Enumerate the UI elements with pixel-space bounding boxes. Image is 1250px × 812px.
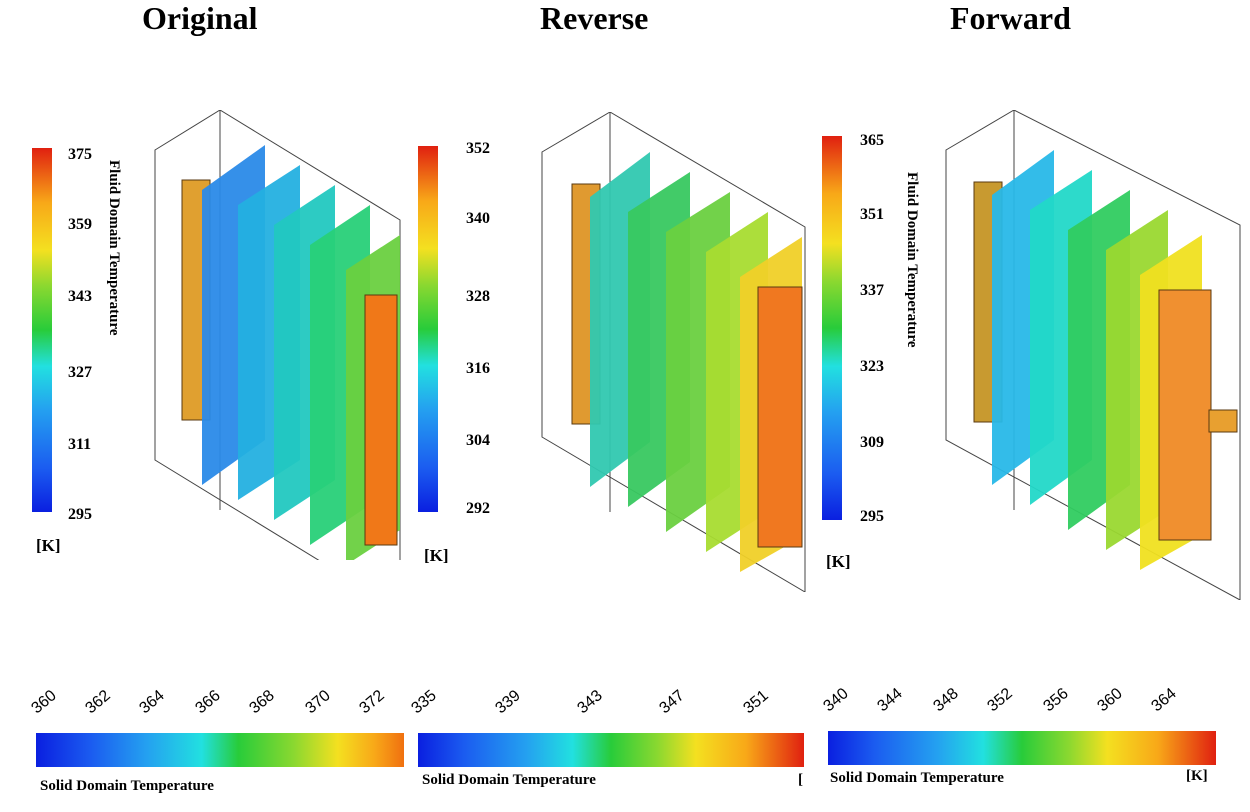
tick-of-1: 340 <box>466 210 490 227</box>
htick-o-0: 360 <box>28 687 60 718</box>
heat-sink-render-forward <box>945 110 1241 600</box>
htick-o-6: 372 <box>356 687 388 718</box>
front-plate-original <box>364 294 398 546</box>
tick-of-3: 316 <box>466 360 490 377</box>
fin-slices-reverse <box>590 152 802 572</box>
tick-of-5: 292 <box>466 500 490 517</box>
unit-rf: [K] <box>826 552 851 571</box>
colorbar-original-solid-h-gradient <box>36 733 404 767</box>
htick-f-0: 340 <box>820 685 852 716</box>
tick-os-4: 311 <box>68 436 92 453</box>
tick-of-0: 352 <box>466 140 490 157</box>
unit-os: [K] <box>36 536 61 555</box>
colorbar-original-solid-gradient <box>32 148 52 512</box>
colorbar-forward-solid-h-gradient <box>828 731 1216 765</box>
htick-o-5: 370 <box>302 687 334 718</box>
label-rf-fluid: Fluid Domain Temperature <box>904 172 920 348</box>
htick-o-1: 362 <box>82 687 114 718</box>
outlet-tab-forward <box>1208 409 1238 433</box>
label-reverse-solid: Solid Domain Temperature <box>422 772 596 788</box>
tick-rf-2: 337 <box>860 282 884 299</box>
tick-of-4: 304 <box>466 432 490 449</box>
htick-f-3: 352 <box>984 685 1016 716</box>
colorbar-original-solid-h <box>36 733 404 767</box>
heat-sink-render-reverse <box>541 112 806 592</box>
htick-o-3: 366 <box>192 687 224 718</box>
tick-rf-0: 365 <box>860 132 884 149</box>
colorbar-reverse-fluid <box>822 136 842 520</box>
htick-o-2: 364 <box>136 687 168 718</box>
tick-os-5: 295 <box>68 506 92 523</box>
colorbar-original-fluid <box>418 146 438 512</box>
heat-sink-render-original <box>154 110 401 560</box>
htick-f-4: 356 <box>1040 685 1072 716</box>
htick-f-2: 348 <box>930 685 962 716</box>
htick-r-0: 335 <box>408 687 440 718</box>
unit-forward-solid: [K] <box>1186 768 1208 784</box>
htick-r-3: 347 <box>656 687 688 718</box>
panel-title-forward: Forward <box>950 0 1071 36</box>
htick-r-4: 351 <box>740 687 772 718</box>
tick-rf-5: 295 <box>860 508 884 525</box>
htick-r-1: 339 <box>492 687 524 718</box>
tick-os-0: 375 <box>68 146 92 163</box>
tick-os-1: 359 <box>68 216 92 233</box>
fin-slices-forward <box>992 150 1202 570</box>
front-plate-forward <box>1158 289 1212 541</box>
htick-f-1: 344 <box>874 685 906 716</box>
htick-f-5: 360 <box>1094 685 1126 716</box>
panel-title-reverse: Reverse <box>540 0 649 36</box>
unit-reverse-solid: [ <box>798 772 803 788</box>
tick-of-2: 328 <box>466 288 490 305</box>
tick-os-3: 327 <box>68 364 92 381</box>
htick-f-6: 364 <box>1148 685 1180 716</box>
htick-r-2: 343 <box>574 687 606 718</box>
colorbar-reverse-fluid-gradient <box>822 136 842 520</box>
front-plate-reverse <box>757 286 803 548</box>
panel-title-original: Original <box>142 0 258 36</box>
colorbar-original-solid <box>32 148 52 512</box>
colorbar-original-fluid-gradient <box>418 146 438 512</box>
colorbar-reverse-solid-h-gradient <box>418 733 804 767</box>
htick-o-4: 368 <box>246 687 278 718</box>
tick-rf-1: 351 <box>860 206 884 223</box>
tick-os-2: 343 <box>68 288 92 305</box>
colorbar-reverse-solid-h <box>418 733 804 767</box>
colorbar-forward-solid-h <box>828 731 1216 765</box>
label-original-solid: Solid Domain Temperature <box>40 778 214 794</box>
unit-of: [K] <box>424 546 449 565</box>
label-os-fluid: Fluid Domain Temperature <box>106 160 122 336</box>
tick-rf-3: 323 <box>860 358 884 375</box>
tick-rf-4: 309 <box>860 434 884 451</box>
label-forward-solid: Solid Domain Temperature <box>830 770 1004 786</box>
